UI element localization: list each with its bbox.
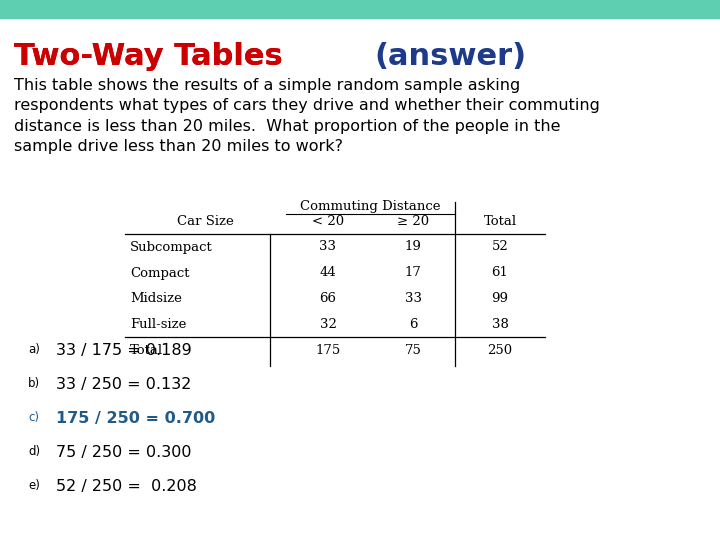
Text: b): b) [28,377,40,390]
Text: Total: Total [483,215,516,228]
Text: 33: 33 [405,293,421,306]
Text: Midsize: Midsize [130,293,182,306]
Text: Full-size: Full-size [130,319,186,332]
Text: (answer): (answer) [374,42,526,71]
Text: 250: 250 [487,345,513,357]
Text: 66: 66 [320,293,336,306]
Text: 17: 17 [405,267,421,280]
Text: Two-Way Tables: Two-Way Tables [14,42,293,71]
Text: c): c) [28,411,39,424]
Text: Car Size: Car Size [176,215,233,228]
Text: Total: Total [130,345,163,357]
Text: 33 / 250 = 0.132: 33 / 250 = 0.132 [56,376,192,392]
Text: Subcompact: Subcompact [130,240,212,253]
Text: 33 / 175 = 0.189: 33 / 175 = 0.189 [56,342,192,357]
Text: 61: 61 [492,267,508,280]
Text: 32: 32 [320,319,336,332]
Text: 19: 19 [405,240,421,253]
Text: ≥ 20: ≥ 20 [397,215,429,228]
Text: a): a) [28,343,40,356]
Text: 44: 44 [320,267,336,280]
Text: 52: 52 [492,240,508,253]
Text: Commuting Distance: Commuting Distance [300,200,441,213]
Text: < 20: < 20 [312,215,344,228]
Text: 52 / 250 =  0.208: 52 / 250 = 0.208 [56,478,197,494]
Text: This table shows the results of a simple random sample asking
respondents what t: This table shows the results of a simple… [14,78,600,154]
Text: 75 / 250 = 0.300: 75 / 250 = 0.300 [56,444,192,460]
Text: 33: 33 [320,240,336,253]
Bar [0,0,720,18]
Text: Compact: Compact [130,267,189,280]
Text: d): d) [28,446,40,458]
Text: 175: 175 [315,345,341,357]
Text: 75: 75 [405,345,421,357]
Text: 175 / 250 = 0.700: 175 / 250 = 0.700 [56,410,215,426]
Text: 6: 6 [409,319,418,332]
Text: 99: 99 [492,293,508,306]
Text: Two-Way Tables: Two-Way Tables [14,42,293,71]
Text: 38: 38 [492,319,508,332]
Text: e): e) [28,480,40,492]
